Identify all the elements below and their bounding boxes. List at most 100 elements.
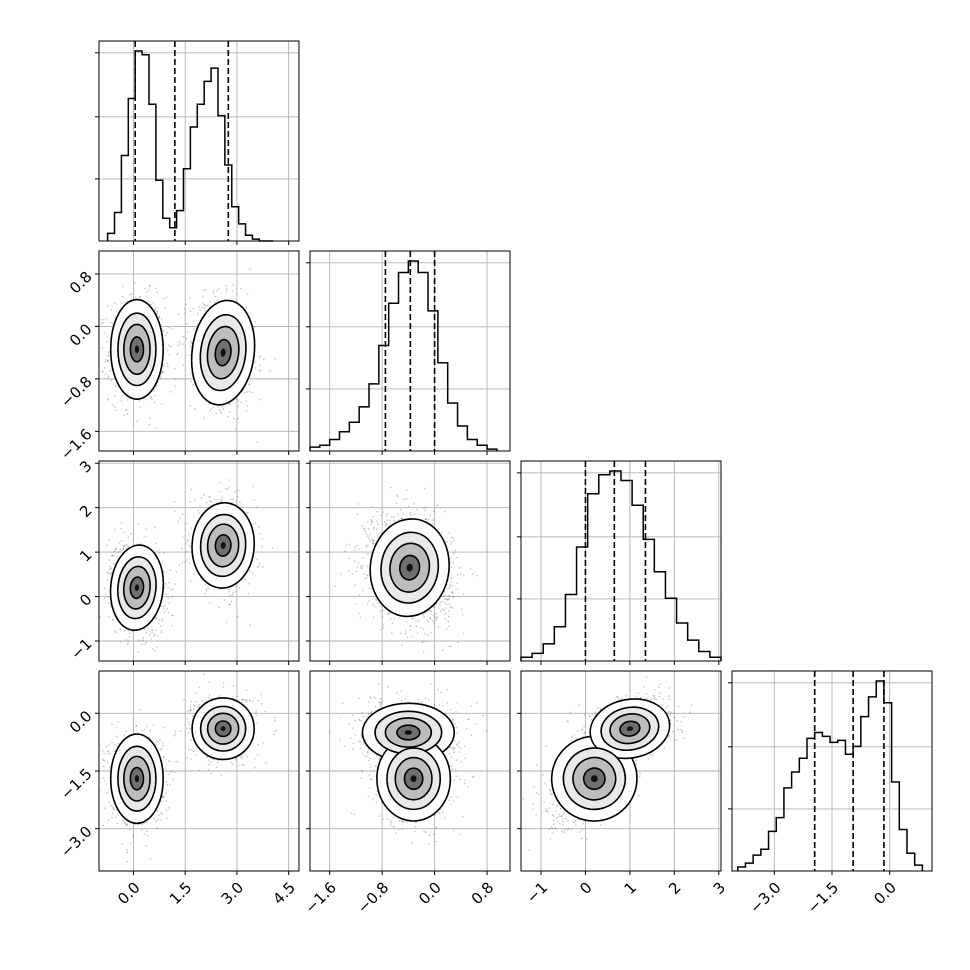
scatter-point: [425, 640, 427, 643]
scatter-point: [389, 618, 392, 620]
scatter-point: [190, 527, 193, 529]
scatter-point: [234, 591, 237, 593]
scatter-point: [358, 594, 361, 597]
scatter-point: [111, 305, 113, 308]
scatter-point: [415, 625, 418, 628]
scatter-point: [424, 509, 427, 512]
scatter-point: [110, 379, 112, 382]
scatter-point: [450, 591, 453, 593]
scatter-point: [197, 509, 199, 512]
scatter-point: [441, 531, 443, 534]
scatter-point: [205, 501, 208, 504]
scatter-point: [139, 406, 141, 408]
scatter-point: [158, 552, 161, 554]
scatter-point: [160, 375, 162, 378]
scatter-point: [138, 639, 140, 641]
scatter-point: [182, 343, 185, 345]
scatter-point: [142, 639, 145, 641]
scatter-point: [108, 565, 111, 568]
scatter-point: [214, 295, 217, 298]
scatter-point: [427, 621, 430, 623]
scatter-point: [230, 600, 233, 603]
scatter-point: [189, 500, 191, 503]
scatter-point: [154, 526, 156, 529]
scatter-point: [370, 522, 372, 525]
scatter-point: [144, 287, 147, 290]
scatter-point: [450, 577, 453, 580]
scatter-point: [213, 498, 216, 501]
scatter-point: [258, 533, 261, 535]
scatter-point: [452, 562, 455, 564]
scatter-point: [339, 573, 342, 575]
scatter-point: [441, 600, 444, 603]
scatter-point: [244, 391, 246, 394]
scatter-point: [157, 549, 160, 551]
scatter-point: [169, 391, 172, 393]
scatter-point: [415, 509, 418, 511]
scatter-point: [122, 545, 125, 548]
scatter-point: [457, 641, 459, 644]
scatter-point: [198, 306, 201, 309]
scatter-point: [162, 297, 165, 300]
scatter-point: [345, 544, 347, 547]
scatter-point: [444, 598, 447, 600]
scatter-point: [234, 585, 237, 588]
scatter-point: [217, 405, 220, 408]
scatter-point: [114, 409, 117, 411]
scatter-point: [175, 570, 178, 573]
scatter-point: [120, 527, 122, 530]
scatter-point: [417, 620, 420, 623]
scatter-point: [181, 547, 183, 550]
scatter-point: [451, 607, 454, 609]
scatter-point: [210, 407, 213, 410]
scatter-point: [404, 632, 407, 635]
scatter-point: [163, 364, 165, 367]
scatter-point: [334, 585, 336, 588]
scatter-point: [216, 498, 219, 501]
scatter-point: [448, 531, 450, 534]
scatter-point: [111, 403, 114, 406]
scatter-point: [108, 350, 110, 353]
scatter-point: [107, 399, 109, 401]
scatter-point: [144, 398, 147, 400]
scatter-point: [189, 545, 192, 548]
scatter-point: [247, 511, 249, 514]
scatter-point: [213, 589, 215, 591]
scatter-point: [393, 617, 396, 620]
scatter-point: [186, 539, 189, 542]
scatter-point: [168, 581, 171, 584]
scatter-point: [407, 505, 410, 508]
scatter-point: [188, 297, 191, 299]
scatter-point: [173, 500, 175, 503]
scatter-point: [232, 592, 235, 594]
scatter-point: [356, 513, 359, 516]
scatter-point: [364, 530, 366, 533]
scatter-point: [405, 498, 408, 500]
scatter-point: [166, 349, 169, 352]
scatter-point: [209, 495, 211, 498]
scatter-point: [456, 582, 458, 585]
scatter-point: [413, 617, 416, 620]
scatter-point: [447, 587, 449, 590]
scatter-point: [356, 544, 359, 547]
scatter-point: [367, 544, 369, 546]
panel-frame: [731, 670, 933, 872]
scatter-point: [354, 603, 357, 605]
scatter-point: [110, 567, 112, 569]
scatter-point: [225, 487, 227, 490]
scatter-point: [106, 571, 108, 574]
scatter-point: [167, 586, 170, 589]
scatter-point: [174, 510, 176, 512]
scatter-point: [171, 595, 173, 598]
density-panel-1-2: [306, 460, 511, 665]
scatter-point: [207, 587, 210, 590]
scatter-point: [108, 539, 110, 541]
scatter-point: [444, 612, 447, 615]
scatter-point: [140, 543, 142, 545]
scatter-point: [127, 399, 129, 401]
scatter-point: [126, 413, 129, 415]
scatter-point: [184, 561, 187, 563]
scatter-point: [146, 291, 148, 294]
scatter-point: [358, 548, 361, 550]
scatter-point: [406, 489, 408, 491]
